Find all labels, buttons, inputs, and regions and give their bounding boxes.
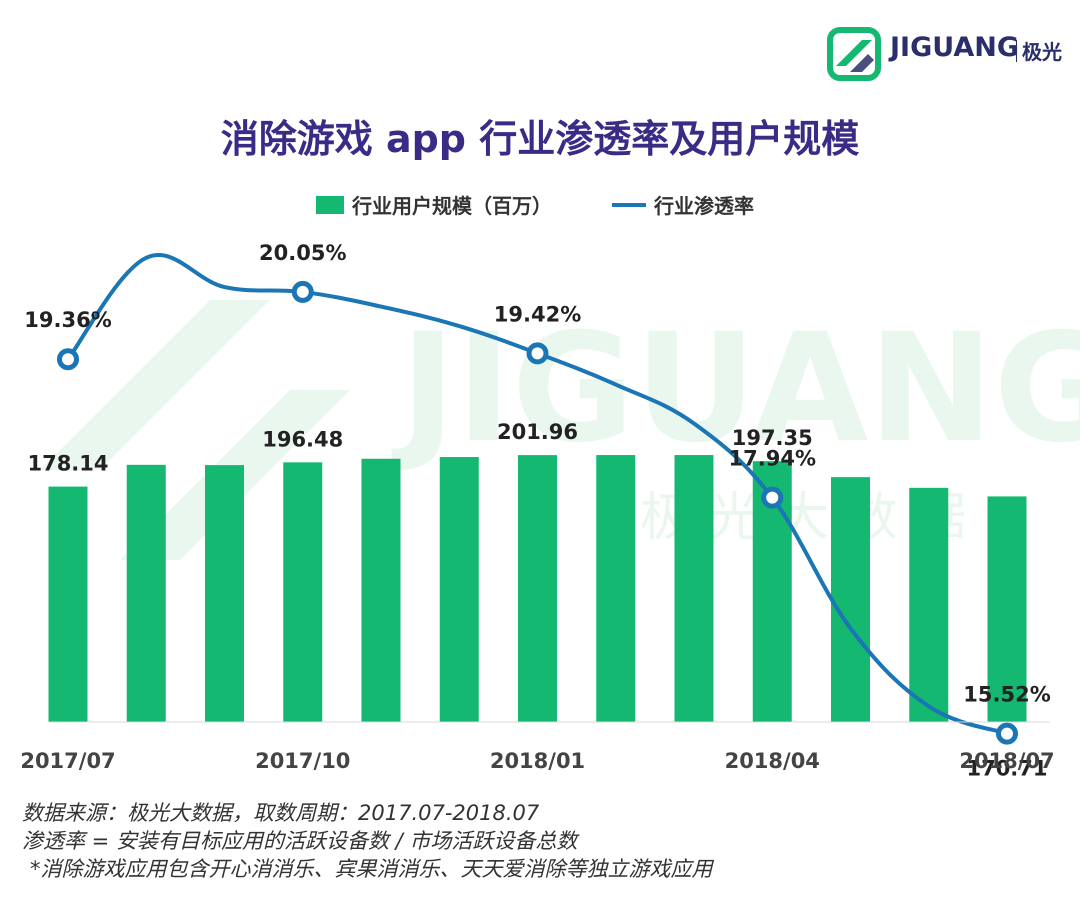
logo-separator	[1016, 40, 1017, 62]
jiguang-logo: JIGUANG 极光	[826, 26, 1066, 82]
line-label-2017/07: 19.36%	[24, 308, 111, 332]
legend-label-penetration: 行业渗透率	[654, 194, 754, 218]
line-value-labels: 19.36% 20.05% 19.42% 17.94% 15.52%	[24, 241, 1050, 707]
line-marker-2017/07	[57, 348, 79, 371]
x-tick-2018/07: 2018/07	[959, 749, 1054, 773]
bar-2017/11	[361, 458, 401, 722]
bar-2017/09	[205, 465, 244, 722]
line-label-2018/07: 15.52%	[963, 683, 1050, 707]
bar-2017/08	[126, 464, 166, 722]
x-tick-2017/10: 2017/10	[255, 749, 350, 773]
legend-item-users: 行业用户规模（百万）	[316, 190, 552, 219]
chart-title: 消除游戏 app 行业渗透率及用户规模	[220, 117, 860, 161]
legend-bar-swatch	[316, 195, 344, 214]
bar-2018/02	[596, 455, 636, 722]
legend-label-users: 行业用户规模（百万）	[352, 194, 552, 218]
bar-label-2017/07: 178.14	[27, 452, 108, 476]
bar-series	[48, 455, 1027, 722]
legend: 行业用户规模（百万） 行业渗透率	[0, 190, 1080, 222]
line-label-2018/01: 19.42%	[494, 302, 581, 326]
line-marker-2018/07	[996, 722, 1018, 745]
legend-item-penetration: 行业渗透率	[612, 190, 754, 219]
line-label-2017/10: 20.05%	[259, 241, 346, 265]
x-axis: 2017/07 2017/10 2018/01 2018/04 2018/07	[20, 721, 1055, 773]
watermark-text: JIGUANG	[391, 302, 1080, 476]
x-tick-2018/04: 2018/04	[725, 749, 820, 773]
note-definition: 渗透率 = 安装有目标应用的活跃设备数 / 市场活跃设备总数	[22, 829, 578, 853]
x-tick-2018/01: 2018/01	[490, 749, 585, 773]
bar-label-2017/10: 196.48	[262, 427, 343, 451]
x-tick-2017/07: 2017/07	[20, 749, 115, 773]
bar-2018/06	[909, 487, 949, 722]
bar-label-2018/07: 170.71	[966, 757, 1047, 781]
line-label-2018/04: 17.94%	[729, 447, 816, 471]
bar-2018/03	[674, 455, 714, 722]
bar-2018/01	[518, 455, 557, 722]
note-source: 数据来源：极光大数据，取数周期：2017.07-2018.07	[22, 801, 540, 825]
logo-brand-text: JIGUANG	[890, 32, 1020, 63]
note-scope: *消除游戏应用包含开心消消乐、宾果消消乐、天天爱消除等独立游戏应用	[30, 857, 713, 881]
bar-2018/07	[987, 496, 1027, 722]
bar-2017/07	[48, 486, 88, 722]
line-marker-2017/10	[291, 280, 314, 303]
logo-brand-cn: 极光	[1022, 40, 1062, 64]
line-marker-2018/01	[526, 342, 549, 365]
bar-label-2018/04: 197.35	[732, 426, 813, 450]
bar-value-labels: 178.14 196.48 201.96 197.35 170.71	[27, 420, 1047, 780]
line-marker-2018/04	[761, 486, 784, 509]
watermark-logo-shape	[40, 300, 350, 560]
penetration-line	[66, 253, 1008, 736]
logo-mark-icon	[827, 27, 881, 81]
legend-line-swatch	[612, 202, 646, 207]
bar-2017/12	[439, 457, 479, 722]
line-series	[57, 253, 1018, 745]
bar-2018/05	[831, 477, 870, 722]
bar-label-2018/01: 201.96	[497, 420, 578, 444]
bar-2017/10	[283, 462, 323, 722]
